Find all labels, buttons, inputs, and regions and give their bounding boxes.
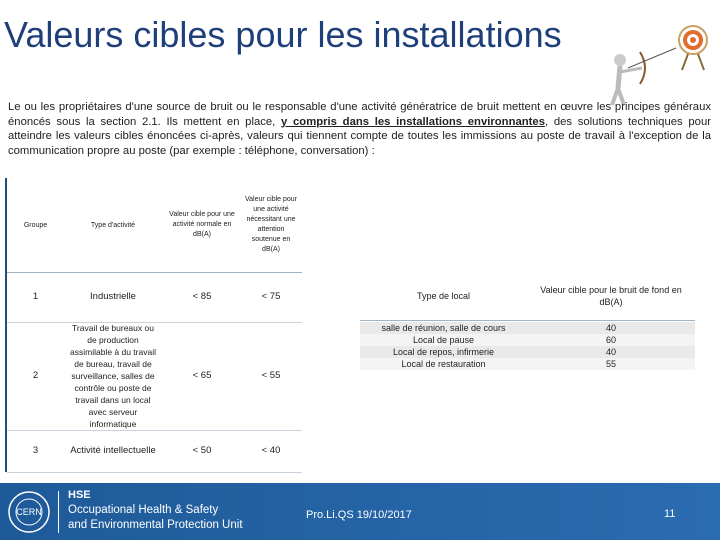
archer-icon	[610, 25, 708, 106]
table-cell: < 40	[261, 445, 281, 456]
table-cell: Local de restauration	[401, 359, 486, 369]
underlined-text: y compris dans les installations environ…	[281, 115, 545, 128]
row-background	[360, 358, 695, 370]
table-cell: Industrielle	[90, 291, 136, 302]
table-cell: < 50	[192, 445, 212, 456]
event: Pro.Li.QS 19/10/2017	[306, 509, 412, 521]
table-cell: salle de réunion, salle de cours	[381, 323, 506, 333]
row-line	[7, 272, 302, 273]
table-cell: Type d'activité	[90, 221, 136, 229]
table-cell: < 85	[192, 291, 212, 302]
org-name: and Environmental Protection Unit	[68, 519, 243, 531]
text: Le ou les propriétaires d'une source de …	[8, 101, 711, 128]
table-cell: Valeur cible pour le bruit de fond en dB…	[540, 285, 682, 307]
table-cell: 40	[605, 347, 616, 357]
row-line	[360, 320, 695, 321]
paragraph: Le ou les propriétaires d'une source de …	[8, 100, 711, 158]
table-cell: < 75	[261, 291, 281, 302]
logo-text: CERN	[16, 507, 42, 517]
text: , des solutions techniques pour atteindr…	[8, 115, 711, 157]
table-cell: < 65	[192, 370, 212, 381]
table-cell: 60	[605, 335, 616, 345]
row-background	[360, 334, 695, 346]
table-cell: Activité intellectuelle	[70, 445, 156, 456]
org-name: Occupational Health & Safety	[68, 504, 219, 516]
title: Valeurs cibles pour les installations	[4, 14, 562, 55]
table-cell: Travail de bureaux ou de production assi…	[70, 323, 156, 429]
row-background	[360, 322, 695, 334]
row-line	[7, 322, 302, 323]
table-cell: 55	[605, 359, 616, 369]
footer: CERN HSE Occupational Health & Safety an…	[0, 483, 720, 540]
table-cell: Local de repos, infirmerie	[392, 347, 495, 357]
row-line	[7, 430, 302, 431]
divider	[58, 491, 59, 533]
right-table: Type de local Valeur cible pour le bruit …	[360, 272, 695, 370]
table-cell: 3	[32, 445, 39, 456]
row-background	[360, 346, 695, 358]
table-cell: 1	[32, 291, 39, 302]
cern-logo: CERN	[8, 491, 50, 533]
row-line	[7, 472, 302, 473]
table-cell: Type de local	[416, 291, 471, 301]
table-cell: Valeur cible pour une activité nécessita…	[245, 196, 298, 253]
table-cell: 2	[32, 370, 39, 381]
table-cell: 40	[605, 323, 616, 333]
org-name: HSE	[68, 489, 91, 501]
page-number: 11	[664, 508, 676, 520]
table-cell: Valeur cible pour une activité normale e…	[169, 211, 235, 238]
table-cell: < 55	[261, 370, 281, 381]
left-table: Groupe Type d'activité Valeur cible pour u…	[5, 178, 302, 473]
table-cell: Groupe	[23, 221, 48, 229]
table-cell: Local de pause	[412, 335, 475, 345]
